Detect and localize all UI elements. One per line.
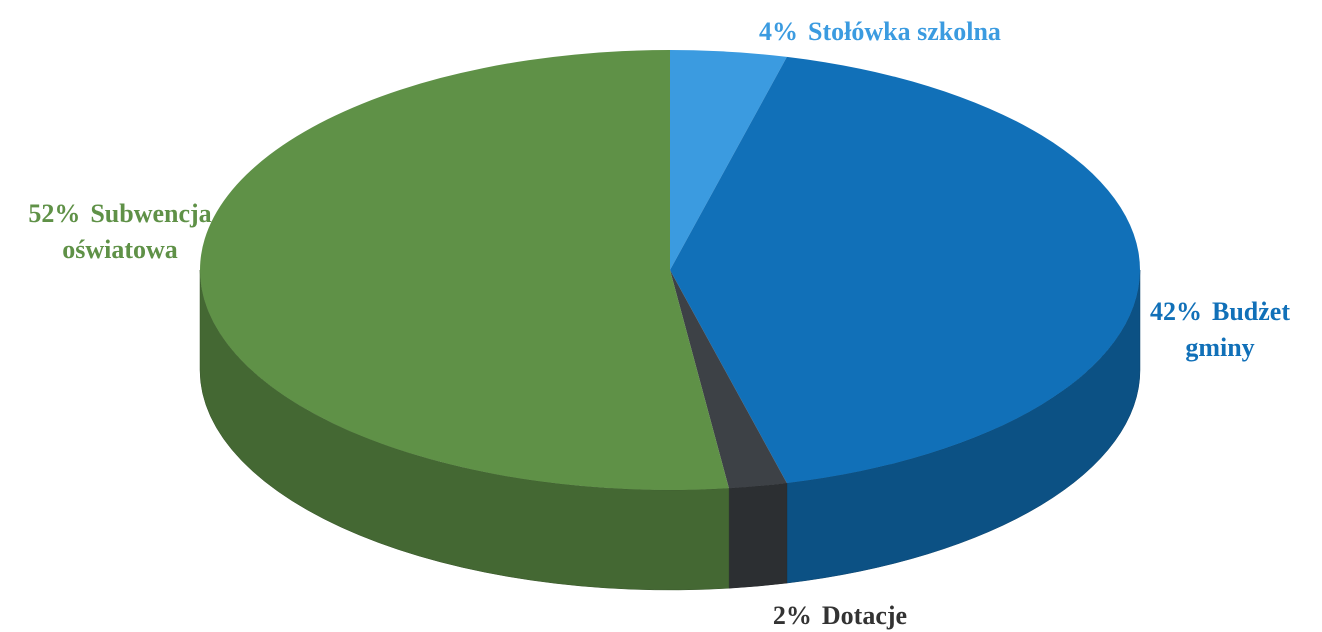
value-label: 2% — [772, 601, 812, 630]
value-label: 4% — [759, 17, 799, 46]
slice — [670, 50, 787, 270]
category-label: Stołówka szkolna — [808, 17, 1001, 46]
slice-label: 2% Dotacje — [730, 598, 950, 632]
category-label: Subwencja oświatowa — [62, 199, 212, 264]
category-label: Dotacje — [821, 601, 908, 630]
value-label: 52% — [28, 199, 81, 228]
value-label: 42% — [1150, 297, 1202, 326]
slice-label: 42% Budżet gminy — [1120, 294, 1320, 366]
slice-label: 52% Subwencja oświatowa — [0, 196, 240, 268]
slice — [670, 270, 787, 489]
slice — [670, 56, 1140, 484]
slice-label: 4% Stołówka szkolna — [690, 14, 1070, 50]
category-label: Budżet gminy — [1185, 297, 1290, 362]
slice-side — [728, 482, 788, 589]
slice — [199, 50, 729, 490]
